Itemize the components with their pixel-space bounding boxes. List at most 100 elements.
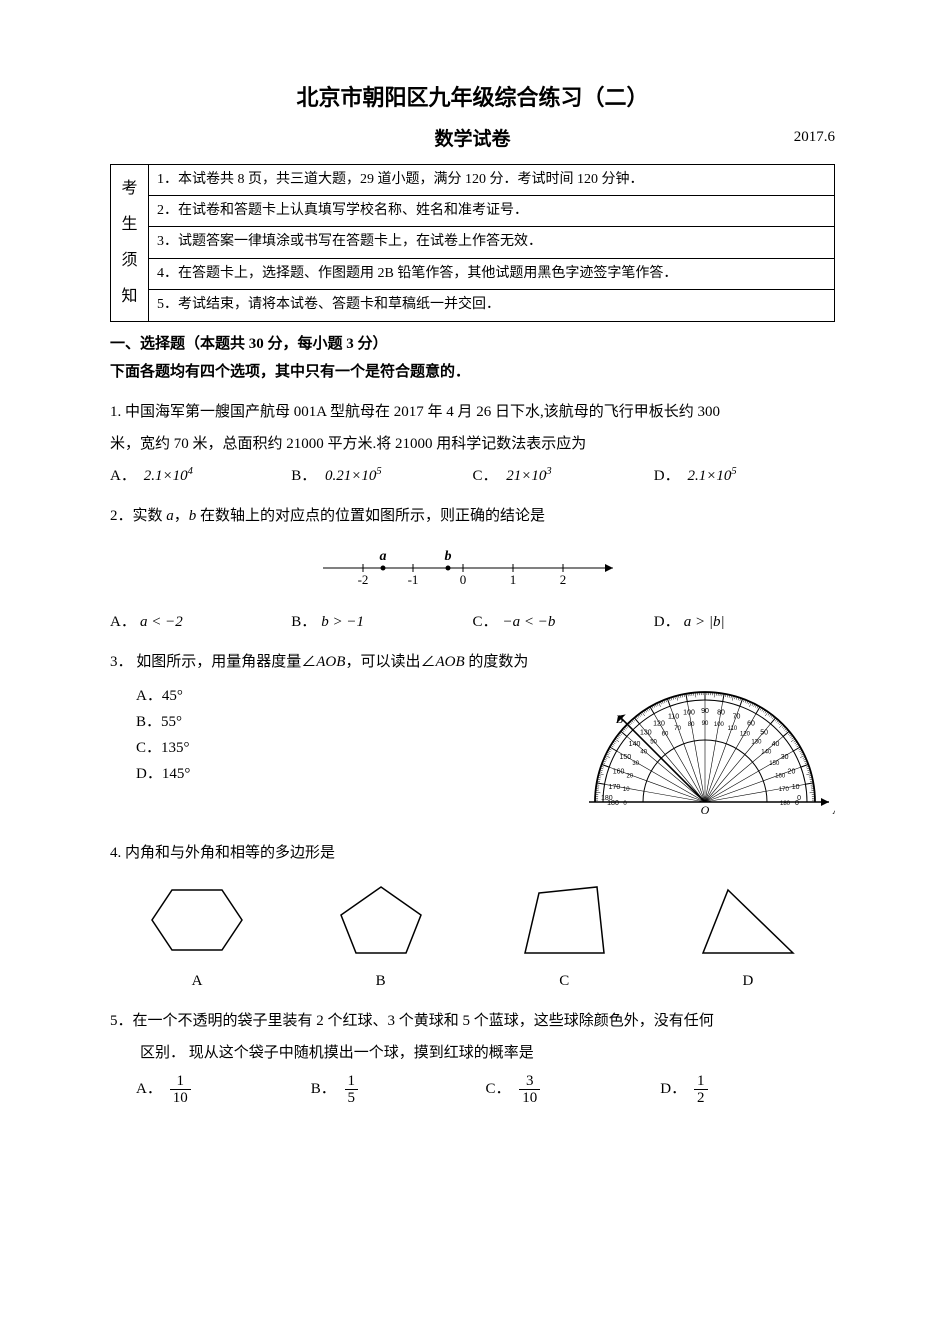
sci-base: 21×10 [506, 468, 546, 484]
q3-option-c: C．135° [136, 736, 190, 760]
shape-label: A [110, 969, 284, 993]
frac-num: 3 [519, 1073, 540, 1091]
fraction: 110 [170, 1073, 191, 1107]
q2-option-a: A．a < −2 [110, 610, 291, 634]
svg-text:2: 2 [559, 572, 566, 587]
svg-text:160: 160 [775, 773, 786, 779]
svg-text:40: 40 [772, 740, 780, 747]
sci-exp: 4 [188, 466, 193, 477]
svg-text:80: 80 [688, 722, 695, 728]
notice-list: 1．本试卷共 8 页，共三道大题，29 道小题，满分 120 分．考试时间 12… [149, 165, 834, 321]
q1-option-c: C． 21×103 [473, 464, 654, 488]
option-label: D． [654, 610, 684, 634]
section-sub: 下面各题均有四个选项，其中只有一个是符合题意的． [110, 360, 835, 384]
svg-text:140: 140 [629, 740, 641, 747]
svg-text:130: 130 [751, 739, 762, 745]
svg-text:180: 180 [601, 795, 613, 802]
q5-options: A． 110 B． 15 C． 310 D． 12 [136, 1073, 835, 1107]
q3-options: A．45° B．55° C．135° D．145° [136, 682, 190, 825]
option-label: D． [654, 464, 684, 488]
svg-text:20: 20 [626, 773, 633, 779]
page-title: 北京市朝阳区九年级综合练习（二） [110, 80, 835, 115]
svg-text:b: b [444, 549, 451, 564]
q5-option-c: C． 310 [486, 1073, 661, 1107]
q3-option-d: D．145° [136, 762, 190, 786]
sci-base: 2.1×10 [144, 468, 188, 484]
option-label: C． [473, 464, 503, 488]
svg-text:150: 150 [769, 761, 780, 767]
notice-item: 3．试题答案一律填涂或书写在答题卡上，在试卷上作答无效． [149, 227, 834, 258]
q5-option-a: A． 110 [136, 1073, 311, 1107]
question-2: 2．实数 a，b 在数轴上的对应点的位置如图所示，则正确的结论是 -2 -1 0… [110, 504, 835, 634]
option-value: a > |b| [684, 614, 725, 630]
svg-text:O: O [701, 803, 710, 817]
svg-text:160: 160 [613, 768, 625, 775]
q1-text1: 1. 中国海军第一艘国产航母 001A 型航母在 2017 年 4 月 26 日… [110, 400, 835, 424]
option-label: C． [486, 1077, 516, 1101]
protractor-figure: 0180101702016030150401405013060120701108… [575, 682, 835, 825]
svg-text:80: 80 [717, 709, 725, 716]
shape-label: D [661, 969, 835, 993]
sci-base: 2.1×10 [688, 468, 732, 484]
sci-exp: 5 [731, 466, 736, 477]
notice-item: 4．在答题卡上，选择题、作图题用 2B 铅笔作答，其他试题用黑色字迹签字笔作答． [149, 259, 834, 290]
svg-text:180: 180 [780, 801, 791, 807]
q1-option-a: A． 2.1×104 [110, 464, 291, 488]
frac-den: 10 [519, 1090, 540, 1107]
option-label: A． [136, 1077, 166, 1101]
option-value: 2.1×105 [688, 468, 737, 484]
svg-text:60: 60 [747, 720, 755, 727]
svg-text:0: 0 [459, 572, 466, 587]
q5-text2: 区别． 现从这个袋子中随机摸出一个球，摸到红球的概率是 [110, 1041, 835, 1065]
svg-text:90: 90 [701, 708, 709, 715]
notice-left-char: 须 [121, 248, 137, 274]
q5-option-d: D． 12 [660, 1073, 835, 1107]
notice-item: 5．考试结束，请将本试卷、答题卡和草稿纸一并交回． [149, 290, 834, 320]
subtitle-row: 数学试卷 2017.6 [110, 125, 835, 155]
svg-text:100: 100 [714, 722, 725, 728]
q3-option-a: A．45° [136, 684, 190, 708]
q2-option-b: B．b > −1 [291, 610, 472, 634]
option-value: 2.1×104 [144, 468, 193, 484]
page-subtitle: 数学试卷 [434, 125, 510, 155]
notice-box: 考 生 须 知 1．本试卷共 8 页，共三道大题，29 道小题，满分 120 分… [110, 164, 835, 322]
frac-den: 2 [694, 1090, 708, 1107]
fraction: 15 [345, 1073, 359, 1107]
shape-hexagon: A [110, 875, 284, 993]
svg-text:50: 50 [760, 729, 768, 736]
svg-text:90: 90 [702, 721, 709, 727]
question-4: 4. 内角和与外角和相等的多边形是 A B C D [110, 841, 835, 993]
option-label: A． [110, 610, 140, 634]
svg-text:130: 130 [640, 729, 652, 736]
option-label: B． [291, 610, 321, 634]
option-value: 21×103 [506, 468, 551, 484]
svg-text:10: 10 [792, 784, 800, 791]
frac-num: 1 [170, 1073, 191, 1091]
option-label: B． [311, 1077, 341, 1101]
fraction: 12 [694, 1073, 708, 1107]
option-value: b > −1 [321, 614, 364, 630]
svg-text:A: A [832, 803, 835, 817]
sci-exp: 3 [546, 466, 551, 477]
q2-options: A．a < −2 B．b > −1 C．−a < −b D．a > |b| [110, 610, 835, 634]
svg-text:-2: -2 [357, 572, 368, 587]
option-label: A． [110, 464, 140, 488]
option-value: 0.21×105 [325, 468, 382, 484]
notice-left-char: 考 [121, 176, 137, 202]
svg-text:170: 170 [779, 787, 790, 793]
svg-text:110: 110 [668, 713, 679, 720]
notice-left: 考 生 须 知 [111, 165, 149, 321]
frac-num: 1 [694, 1073, 708, 1091]
svg-text:150: 150 [619, 754, 631, 761]
svg-text:B: B [616, 711, 624, 725]
q5-text1: 5．在一个不透明的袋子里装有 2 个红球、3 个黄球和 5 个蓝球，这些球除颜色… [110, 1009, 835, 1033]
question-1: 1. 中国海军第一艘国产航母 001A 型航母在 2017 年 4 月 26 日… [110, 400, 835, 488]
q5-option-b: B． 15 [311, 1073, 486, 1107]
svg-text:-1: -1 [407, 572, 418, 587]
svg-text:30: 30 [632, 761, 639, 767]
shape-label: B [294, 969, 468, 993]
frac-den: 5 [345, 1090, 359, 1107]
shape-quadrilateral: C [477, 875, 651, 993]
svg-text:140: 140 [761, 749, 772, 755]
svg-text:120: 120 [740, 731, 751, 737]
